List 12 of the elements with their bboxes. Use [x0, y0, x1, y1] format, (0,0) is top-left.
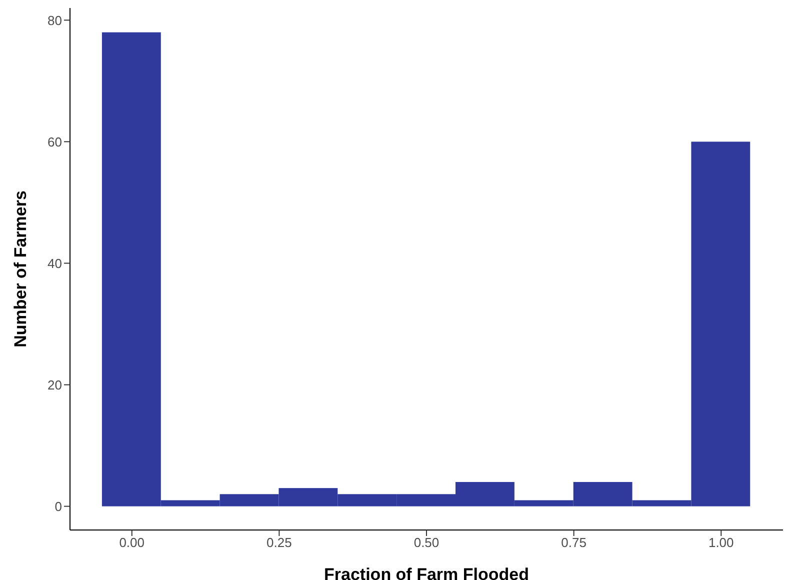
x-tick-label: 1.00 — [708, 535, 734, 550]
x-tick-label: 0.00 — [119, 535, 145, 550]
y-tick-label: 80 — [48, 12, 62, 28]
y-tick-label: 60 — [48, 134, 62, 150]
y-axis-title: Number of Farmers — [11, 190, 30, 348]
x-tick-label: 0.75 — [561, 535, 586, 550]
y-tick-label: 20 — [48, 377, 62, 392]
y-tick-label: 40 — [48, 256, 62, 271]
y-tick-label: 0 — [54, 498, 62, 514]
x-tick-label: 0.50 — [414, 535, 440, 550]
x-tick-label: 0.25 — [266, 535, 292, 550]
x-axis-title: Fraction of Farm Flooded — [324, 565, 529, 580]
